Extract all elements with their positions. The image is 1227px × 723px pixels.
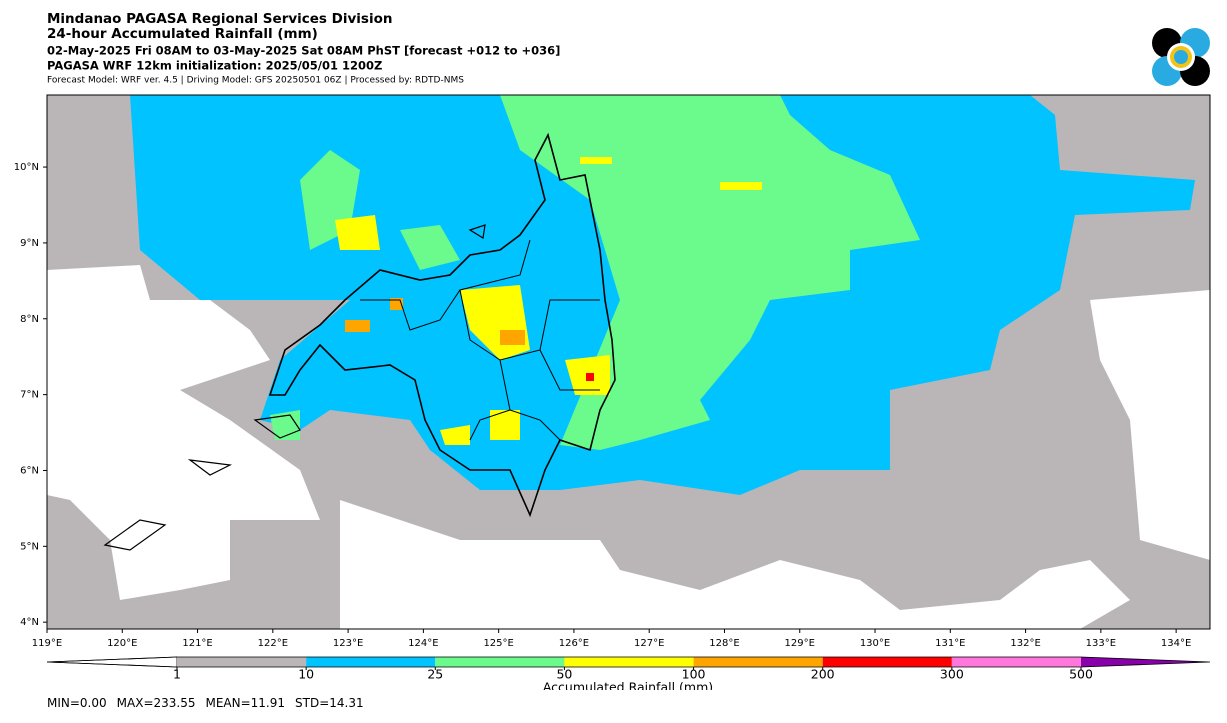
x-tick-label: 121°E (182, 638, 212, 649)
colorbar-segment (822, 657, 952, 667)
coastline (268, 132, 616, 518)
colorbar-extension (46, 656, 178, 668)
rain-field (586, 373, 594, 381)
map-frame (46, 94, 1211, 630)
x-tick-label: 131°E (935, 638, 965, 649)
subtitle: 24-hour Accumulated Rainfall (mm) (47, 26, 318, 42)
y-tick-label: 4°N (20, 617, 39, 628)
stat: MAX=233.55 (116, 696, 196, 710)
x-tick-label: 129°E (785, 638, 815, 649)
title: Mindanao PAGASA Regional Services Divisi… (47, 11, 392, 27)
colorbar-segment (177, 657, 307, 667)
x-tick-label: 134°E (1161, 638, 1191, 649)
colorbar-segment (435, 657, 565, 667)
rain-field (1090, 290, 1210, 560)
x-tick-label: 125°E (483, 638, 513, 649)
stat: STD=14.31 (295, 696, 364, 710)
y-tick-label: 8°N (20, 314, 39, 325)
colorbar-segment (951, 657, 1081, 667)
y-tick-label: 6°N (20, 465, 39, 476)
stat: MIN=0.00 (47, 696, 107, 710)
x-tick-label: 130°E (860, 638, 890, 649)
colorbar-tick-label: 50 (556, 667, 572, 682)
colorbar-tick-label: 300 (940, 667, 964, 682)
colorbar-tick-label: 25 (427, 667, 443, 682)
rain-field (270, 150, 460, 440)
colorbar-segment (693, 657, 823, 667)
x-tick-label: 119°E (32, 638, 62, 649)
figure: Mindanao PAGASA Regional Services Divisi… (14, 11, 1211, 691)
y-tick-label: 5°N (20, 541, 39, 552)
coastline (103, 224, 486, 551)
x-tick-label: 127°E (634, 638, 664, 649)
initialization: PAGASA WRF 12km initialization: 2025/05/… (47, 59, 382, 73)
x-tick-label: 126°E (559, 638, 589, 649)
stat: MEAN=11.91 (205, 696, 286, 710)
x-tick-label: 128°E (709, 638, 739, 649)
rain-field (345, 298, 525, 345)
x-tick-label: 124°E (408, 638, 438, 649)
stats: MIN=0.00 MAX=233.55 MEAN=11.91 STD=14.31 (47, 696, 364, 710)
rain-field (340, 500, 1130, 629)
colorbar-extension (1081, 657, 1210, 667)
y-tick-label: 10°N (14, 162, 39, 173)
x-tick-label: 123°E (333, 638, 363, 649)
x-tick-label: 120°E (107, 638, 137, 649)
logo (1152, 28, 1210, 86)
y-tick-label: 9°N (20, 238, 39, 249)
y-tick-label: 7°N (20, 390, 39, 401)
boundary (360, 239, 600, 441)
colorbar-segment (564, 657, 694, 667)
colorbar-tick-label: 1 (173, 667, 181, 682)
model-info: Forecast Model: WRF ver. 4.5 | Driving M… (47, 76, 464, 86)
colorbar: 1 10 25 50 100 200 300 500 (46, 656, 1211, 682)
x-tick-label: 133°E (1086, 638, 1116, 649)
colorbar-segment (306, 657, 436, 667)
period: 02-May-2025 Fri 08AM to 03-May-2025 Sat … (47, 44, 560, 58)
colorbar-label: Accumulated Rainfall (mm) (543, 680, 713, 691)
x-tick-label: 132°E (1010, 638, 1040, 649)
rain-field (47, 265, 320, 600)
colorbar-tick-label: 200 (811, 667, 835, 682)
colorbar-tick-label: 500 (1069, 667, 1093, 682)
colorbar-tick-label: 10 (298, 667, 314, 682)
colorbar-tick-label: 100 (682, 667, 706, 682)
map (46, 94, 1211, 630)
x-tick-label: 122°E (258, 638, 288, 649)
